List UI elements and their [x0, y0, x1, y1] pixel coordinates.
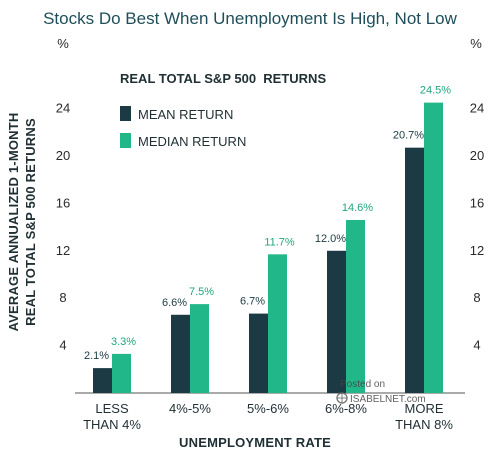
legend-title: REAL TOTAL S&P 500 RETURNS — [120, 71, 326, 86]
legend: REAL TOTAL S&P 500 RETURNS MEAN RETURN M… — [120, 71, 326, 149]
y-axis-title: AVERAGE ANNUALIZED 1-MONTH REAL TOTAL S&… — [6, 113, 38, 332]
legend-label-median: MEDIAN RETURN — [138, 134, 246, 149]
y-tick-left-24: 24 — [56, 101, 70, 116]
watermark: Posted on ISABELNET.com — [336, 379, 426, 405]
x-category-label-0-line-0: LESS — [95, 401, 129, 416]
data-labels: 2.1%3.3% 6.6%7.5% 6.7% 11.7% 12.0% 14.6% 20.7%… — [84, 85, 451, 362]
data-label-median-2: 11.7% — [264, 236, 295, 248]
y-tick-right-4: 4 — [473, 338, 480, 353]
bars — [93, 102, 443, 393]
isabelnet-logo-icon — [336, 392, 348, 404]
data-label-mean-0: 2.1% — [84, 350, 109, 362]
legend-swatch-mean — [120, 106, 131, 121]
y-ticks-left: 4 8 12 16 20 24 — [56, 101, 70, 353]
y-tick-right-16: 16 — [470, 195, 484, 210]
bar-mean-3 — [327, 250, 346, 393]
x-axis-title: UNEMPLOYMENT RATE — [179, 435, 331, 450]
data-label-median-4: 24.5% — [420, 85, 451, 97]
x-category-label-0-line-1: THAN 4% — [83, 417, 141, 432]
chart-title: Stocks Do Best When Unemployment Is High… — [43, 9, 458, 28]
bar-median-1 — [190, 304, 209, 393]
y-tick-left-4: 4 — [59, 338, 66, 353]
data-label-median-0: 3.3% — [111, 336, 136, 348]
y-tick-right-8: 8 — [473, 290, 480, 305]
x-category-label-3-line-0: 6%-8% — [325, 401, 367, 416]
x-category-label-4-line-0: MORE — [405, 401, 444, 416]
y-axis-title-line-1: AVERAGE ANNUALIZED 1-MONTH — [6, 113, 21, 332]
y-tick-left-8: 8 — [59, 290, 66, 305]
data-label-mean-4: 20.7% — [393, 130, 424, 142]
x-category-label-4-line-1: THAN 8% — [395, 417, 453, 432]
data-label-mean-1: 6.6% — [162, 297, 187, 309]
bar-mean-1 — [171, 314, 190, 393]
data-label-mean-2: 6.7% — [240, 296, 265, 308]
bar-median-0 — [112, 353, 131, 393]
x-category-label-2-line-0: 5%-6% — [247, 401, 289, 416]
y-tick-left-12: 12 — [56, 243, 70, 258]
bar-mean-0 — [93, 368, 112, 393]
y-tick-left-20: 20 — [56, 148, 70, 163]
legend-label-mean: MEAN RETURN — [138, 107, 233, 122]
y-unit-right: % — [470, 36, 482, 51]
y-tick-left-16: 16 — [56, 195, 70, 210]
data-label-median-1: 7.5% — [189, 286, 214, 298]
x-category-label-1-line-0: 4%-5% — [169, 401, 211, 416]
bar-mean-4 — [405, 147, 424, 393]
bar-mean-2 — [249, 313, 268, 393]
y-axis-title-line-2: REAL TOTAL S&P 500 RETURNS — [23, 118, 38, 326]
legend-swatch-median — [120, 133, 131, 148]
bar-median-4 — [424, 102, 443, 393]
y-tick-right-12: 12 — [470, 243, 484, 258]
data-label-median-3: 14.6% — [342, 202, 373, 214]
bar-median-2 — [268, 254, 287, 393]
y-tick-right-20: 20 — [470, 148, 484, 163]
y-ticks-right: 4 8 12 16 20 24 — [470, 101, 484, 353]
y-unit-left: % — [57, 36, 69, 51]
watermark-line-2: ISABELNET.com — [350, 394, 426, 405]
watermark-line-1: Posted on — [340, 379, 385, 390]
y-tick-right-24: 24 — [470, 101, 484, 116]
data-label-mean-3: 12.0% — [315, 233, 346, 245]
bar-median-3 — [346, 219, 365, 393]
